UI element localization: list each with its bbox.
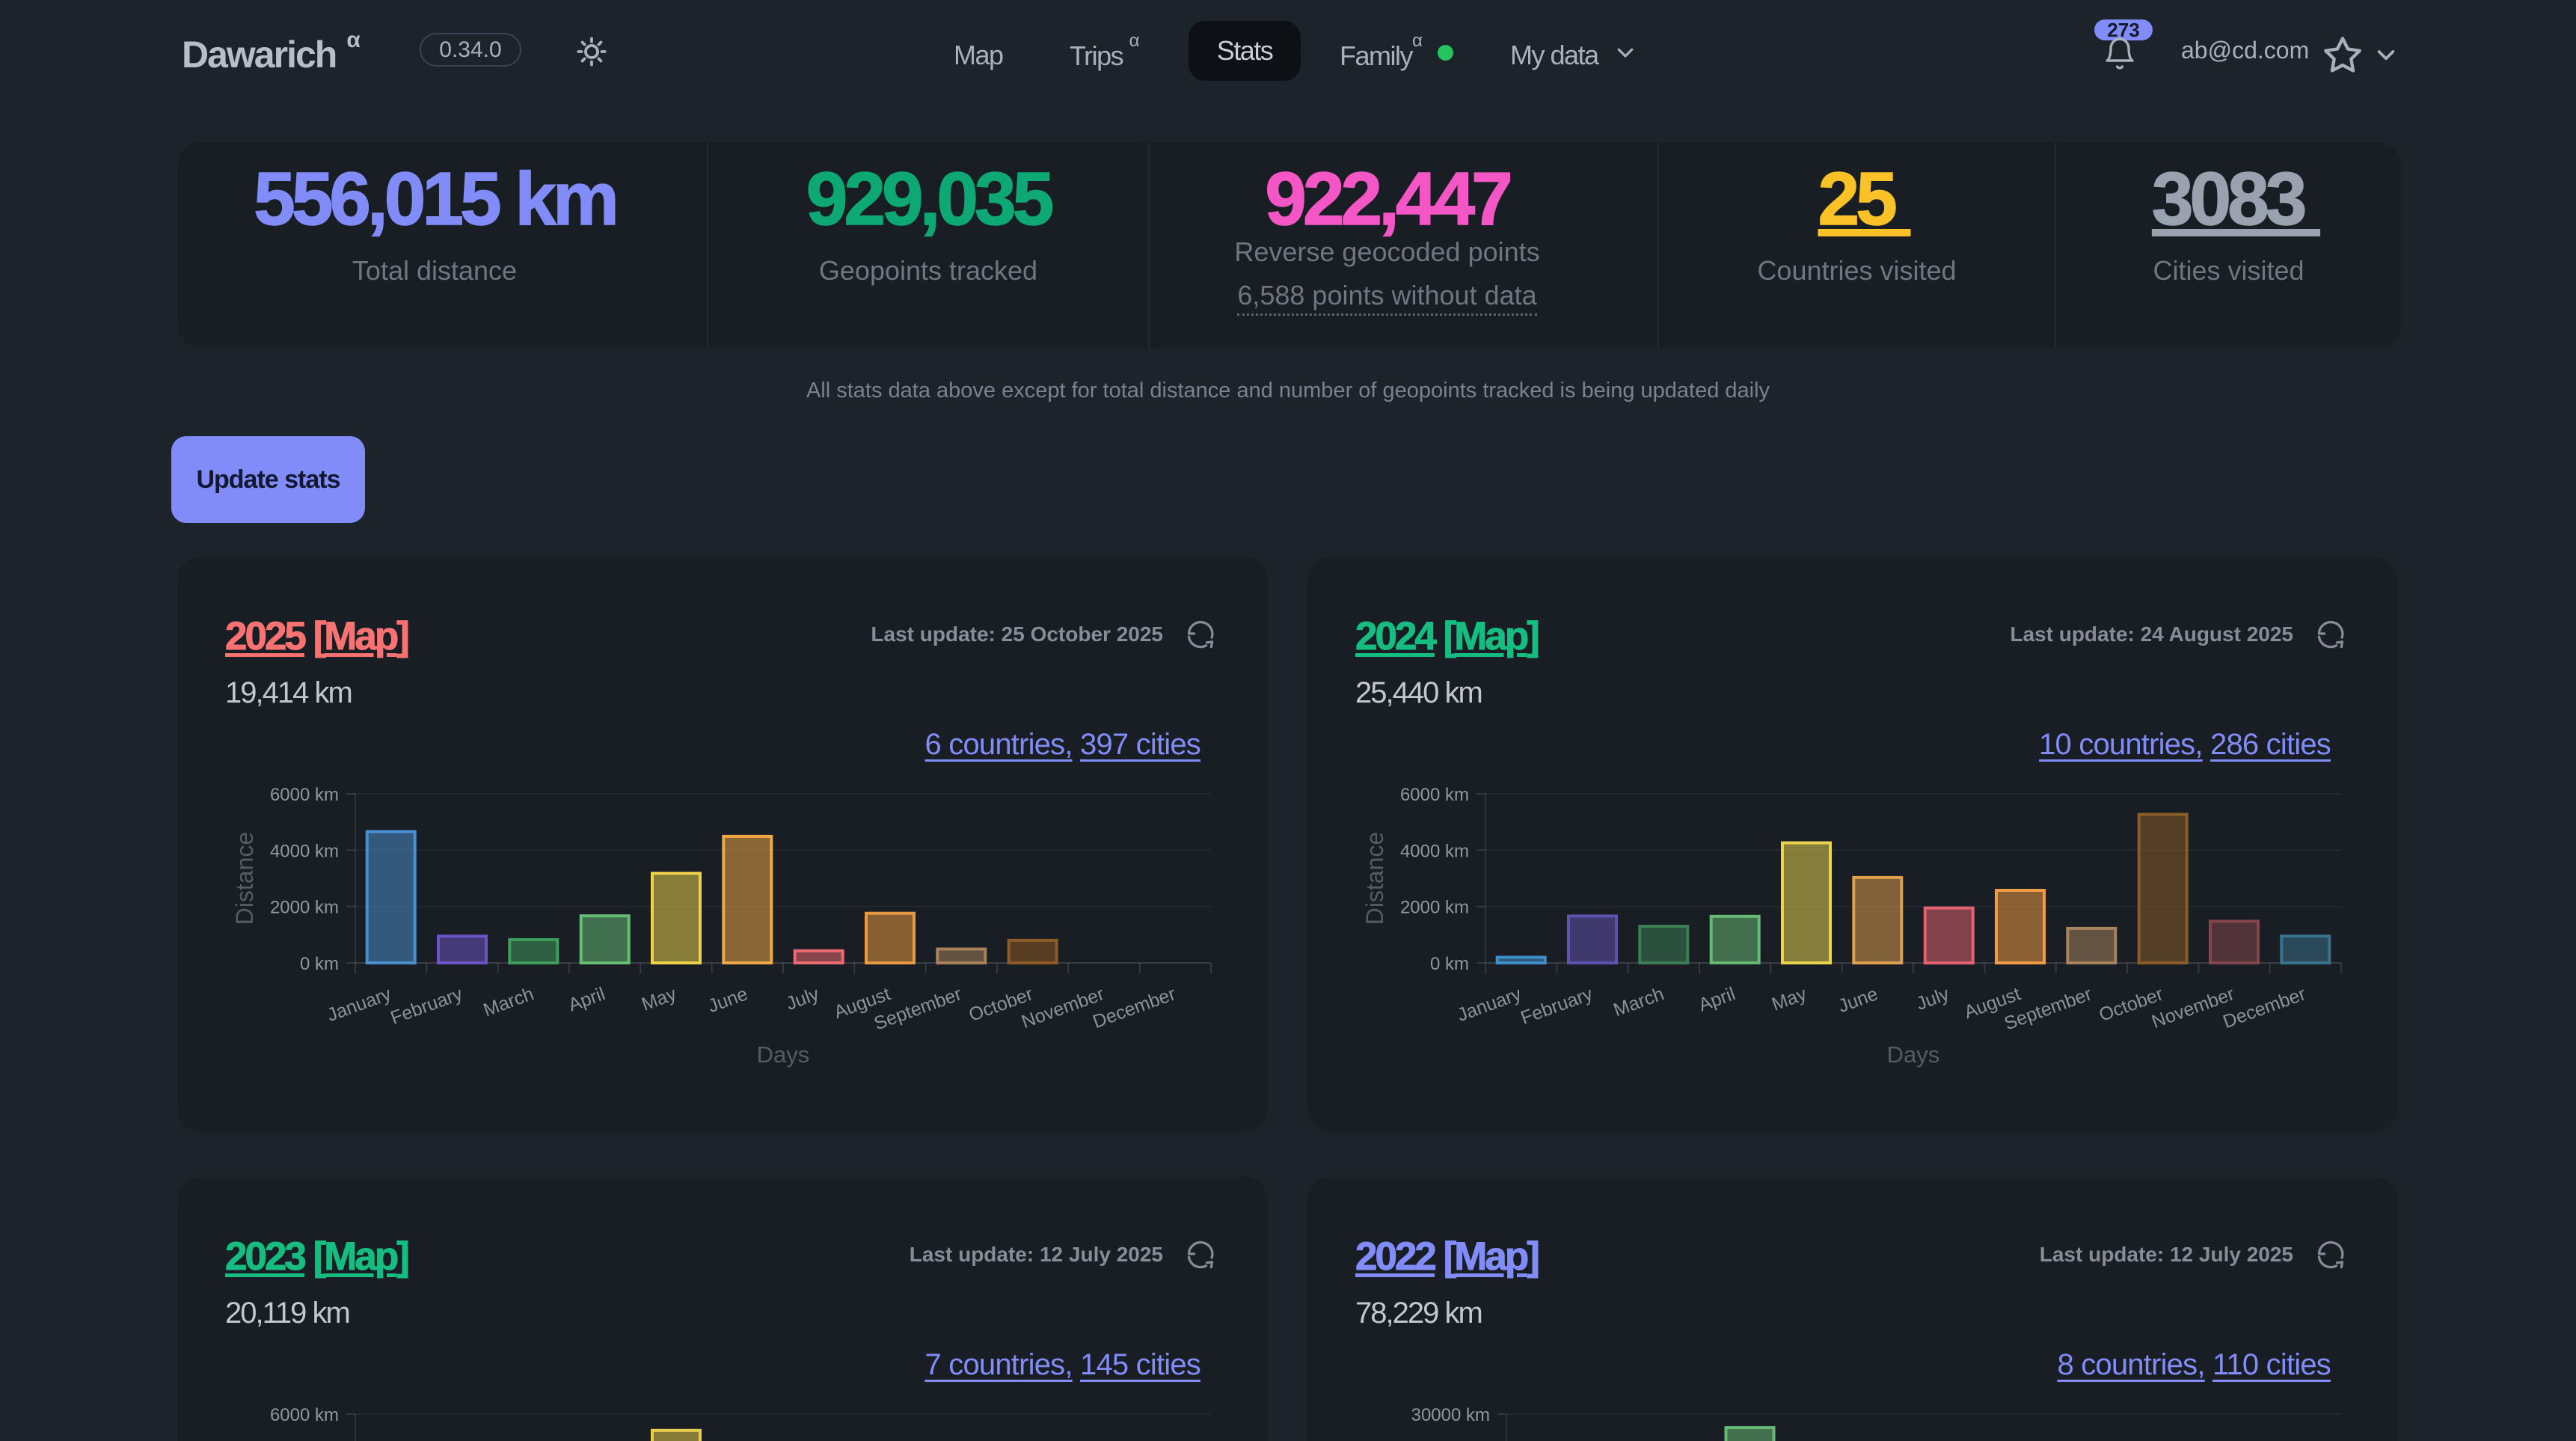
- svg-text:30000 km: 30000 km: [1411, 1405, 1490, 1425]
- svg-text:July: July: [1913, 983, 1952, 1015]
- svg-text:Days: Days: [757, 1041, 810, 1068]
- svg-text:April: April: [565, 983, 608, 1015]
- svg-text:Distance: Distance: [1361, 832, 1388, 926]
- svg-text:December: December: [2220, 983, 2308, 1032]
- svg-text:0 km: 0 km: [300, 954, 339, 974]
- svg-text:January: January: [1455, 983, 1525, 1026]
- svg-text:March: March: [480, 983, 536, 1021]
- svg-text:May: May: [1769, 983, 1809, 1015]
- svg-text:January: January: [325, 983, 395, 1026]
- svg-text:4000 km: 4000 km: [270, 841, 339, 861]
- svg-text:June: June: [705, 983, 751, 1017]
- svg-text:April: April: [1696, 983, 1738, 1015]
- svg-text:December: December: [1090, 983, 1178, 1032]
- svg-text:February: February: [387, 983, 465, 1029]
- svg-text:6000 km: 6000 km: [270, 1405, 339, 1425]
- svg-text:May: May: [639, 983, 679, 1015]
- svg-text:0 km: 0 km: [1430, 954, 1469, 974]
- svg-text:June: June: [1836, 983, 1881, 1017]
- svg-text:6000 km: 6000 km: [270, 785, 339, 805]
- svg-text:6000 km: 6000 km: [1400, 785, 1469, 805]
- svg-text:Distance: Distance: [231, 832, 258, 926]
- svg-text:2000 km: 2000 km: [270, 898, 339, 918]
- svg-text:2000 km: 2000 km: [1400, 898, 1469, 918]
- svg-text:4000 km: 4000 km: [1400, 841, 1469, 861]
- svg-text:February: February: [1518, 983, 1595, 1029]
- svg-text:March: March: [1610, 983, 1666, 1021]
- svg-text:Days: Days: [1887, 1041, 1940, 1068]
- svg-text:July: July: [783, 983, 822, 1015]
